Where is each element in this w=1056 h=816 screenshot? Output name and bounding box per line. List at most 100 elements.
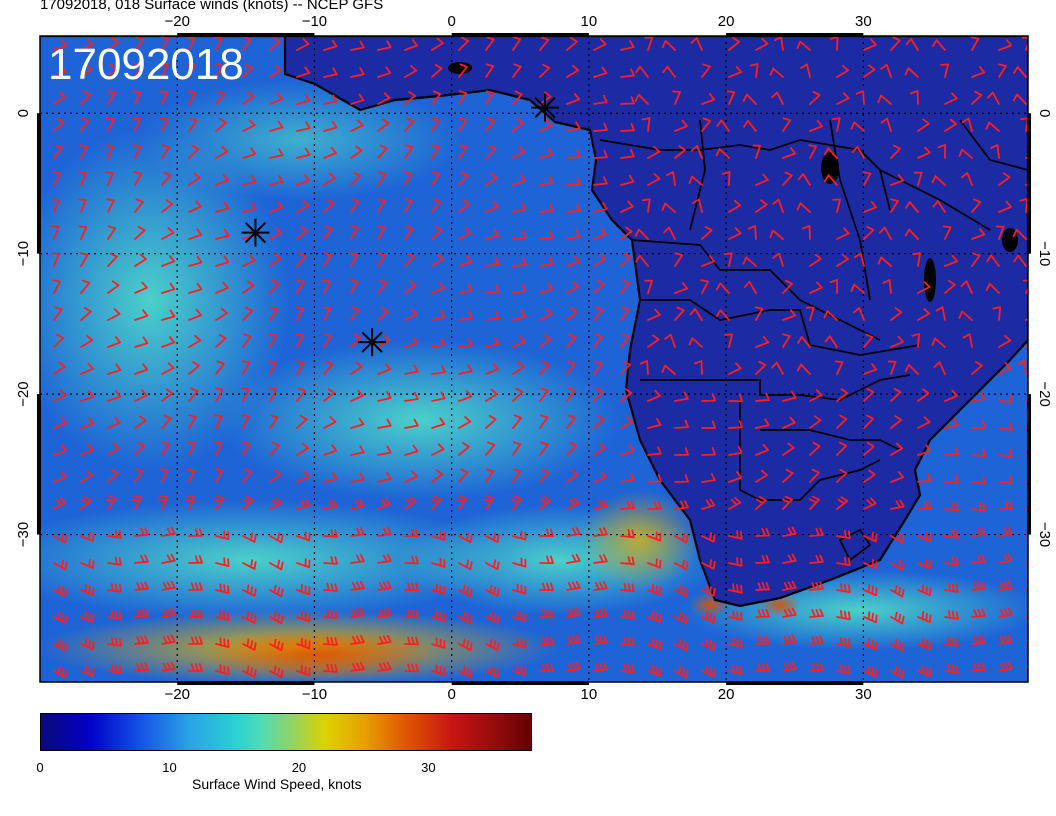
wind-barb: [566, 203, 581, 213]
wind-barb: [377, 40, 392, 51]
wind-barb: [53, 417, 67, 429]
wind-barb: [824, 174, 838, 186]
wind-barb: [242, 119, 256, 132]
wind-barb: [971, 502, 986, 512]
wind-barb: [213, 495, 225, 510]
wind-barb: [961, 117, 973, 132]
lon-tick-label-top: 0: [447, 13, 455, 30]
wind-barb: [268, 333, 278, 348]
lon-tick-label-bottom: 20: [718, 686, 735, 703]
wind-barb: [350, 225, 359, 240]
wind-barb: [52, 279, 61, 294]
wind-barb: [880, 117, 892, 132]
wind-barb: [782, 171, 793, 186]
wind-barb: [269, 64, 282, 78]
wind-barb: [701, 532, 716, 543]
wind-barb: [944, 663, 959, 674]
wind-barb: [647, 389, 661, 402]
wind-barb: [701, 420, 716, 429]
wind-barb: [944, 389, 958, 402]
wind-barb: [404, 91, 416, 105]
wind-barb: [539, 582, 554, 591]
wind-barb: [106, 198, 115, 213]
wind-barb: [404, 496, 417, 510]
wind-barb: [483, 495, 495, 510]
wind-barb: [701, 498, 716, 510]
wind-barb: [269, 148, 284, 159]
wind-barb: [836, 441, 847, 456]
wind-barb: [593, 176, 608, 186]
wind-barb: [350, 93, 365, 105]
wind-barb: [566, 64, 580, 78]
wind-barb: [836, 414, 848, 429]
wind-barb: [863, 363, 878, 375]
wind-barb: [322, 279, 332, 294]
wind-barb: [512, 257, 527, 267]
wind-barb: [349, 252, 359, 267]
wind-barb: [215, 583, 230, 594]
wind-barb: [1022, 279, 1028, 294]
wind-barb: [215, 557, 230, 567]
wind-barb: [80, 611, 95, 623]
wind-barb: [188, 172, 201, 186]
wind-barb: [53, 470, 67, 483]
wind-barb: [215, 118, 227, 132]
wind-barb: [161, 580, 176, 591]
wind-barb: [295, 306, 305, 321]
wind-barb: [512, 664, 527, 676]
wind-barb: [188, 528, 203, 537]
wind-barb: [107, 63, 118, 78]
wind-barb: [690, 145, 703, 159]
wind-barb: [836, 227, 850, 240]
wind-barb: [754, 306, 764, 321]
wind-barb: [635, 254, 649, 267]
wind-barb: [296, 610, 311, 623]
wind-barb: [917, 501, 932, 510]
wind-barb: [80, 279, 91, 294]
wind-barb: [674, 559, 689, 571]
wind-barb: [944, 446, 959, 456]
wind-barb: [107, 308, 121, 321]
wind-barb: [661, 40, 676, 51]
wind-barb: [620, 663, 635, 674]
wind-barb: [850, 121, 865, 132]
wind-barb: [512, 230, 527, 240]
wind-barb: [566, 37, 578, 51]
wind-barb: [215, 173, 229, 186]
wind-barb: [107, 468, 119, 483]
wind-barb: [134, 441, 146, 456]
wind-barb: [647, 474, 662, 483]
wind-barb: [539, 36, 550, 51]
wind-barb: [80, 64, 93, 78]
wind-barb: [404, 280, 417, 294]
wind-barb: [323, 94, 338, 105]
wind-barb: [188, 308, 202, 321]
wind-barb: [692, 198, 703, 213]
wind-barb: [323, 472, 338, 483]
wind-barb: [724, 333, 733, 348]
wind-barb: [161, 227, 175, 240]
wind-barb: [269, 36, 281, 51]
wind-barb: [80, 558, 95, 569]
wind-barb: [485, 172, 498, 186]
wind-barb: [458, 90, 468, 105]
wind-barb: [107, 556, 122, 566]
wind-barb: [161, 414, 172, 429]
wind-barb: [458, 468, 469, 483]
wind-barb: [512, 174, 527, 186]
wind-barb: [134, 63, 143, 78]
wind-barb: [431, 337, 446, 348]
wind-barb: [998, 63, 1007, 78]
wind-barb: [242, 532, 257, 543]
wind-barb: [186, 468, 196, 483]
wind-barb: [831, 117, 841, 132]
wind-barb: [998, 475, 1013, 485]
wind-barb: [674, 611, 689, 625]
wind-barb: [80, 390, 95, 402]
country-borders: [599, 119, 1028, 562]
wind-barb: [53, 389, 67, 402]
lat-tick-label-left: −10: [15, 241, 32, 266]
wind-barb: [539, 119, 553, 132]
wind-barb: [431, 63, 443, 78]
wind-barb: [743, 119, 757, 132]
